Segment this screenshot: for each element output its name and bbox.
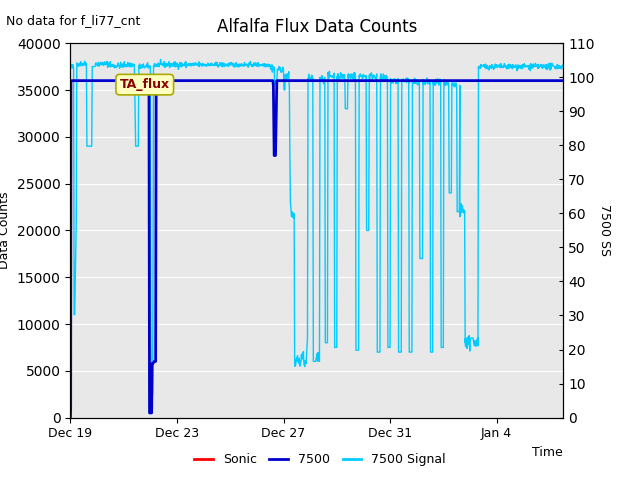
Text: No data for f_li77_cnt: No data for f_li77_cnt <box>6 14 141 27</box>
Text: TA_flux: TA_flux <box>120 78 170 91</box>
Title: Alfalfa Flux Data Counts: Alfalfa Flux Data Counts <box>216 18 417 36</box>
Legend: Sonic, 7500, 7500 Signal: Sonic, 7500, 7500 Signal <box>189 448 451 471</box>
Y-axis label: 7500 SS: 7500 SS <box>598 204 611 256</box>
X-axis label: Time: Time <box>532 446 563 459</box>
Y-axis label: Data Counts: Data Counts <box>0 192 12 269</box>
